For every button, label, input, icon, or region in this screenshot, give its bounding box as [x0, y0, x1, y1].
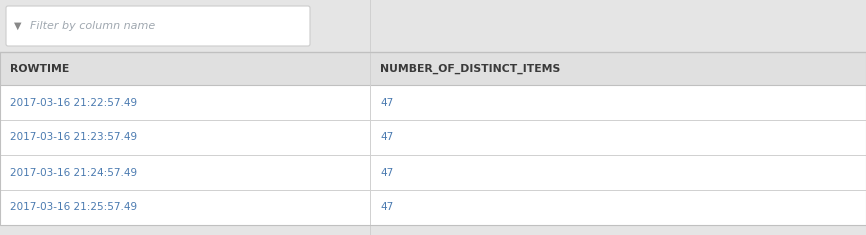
Text: NUMBER_OF_DISTINCT_ITEMS: NUMBER_OF_DISTINCT_ITEMS [380, 63, 560, 74]
Text: 2017-03-16 21:25:57.49: 2017-03-16 21:25:57.49 [10, 203, 137, 212]
Text: Filter by column name: Filter by column name [30, 21, 155, 31]
Text: ROWTIME: ROWTIME [10, 63, 69, 74]
Text: 47: 47 [380, 133, 393, 142]
Text: ▼: ▼ [14, 21, 22, 31]
Text: 47: 47 [380, 98, 393, 107]
Bar [0, 190, 866, 225]
Bar [0, 0, 866, 52]
Text: 47: 47 [380, 203, 393, 212]
Bar [0, 155, 866, 190]
Text: 47: 47 [380, 168, 393, 177]
Text: 2017-03-16 21:24:57.49: 2017-03-16 21:24:57.49 [10, 168, 137, 177]
Bar [0, 85, 866, 120]
Bar [0, 52, 866, 225]
Text: 2017-03-16 21:22:57.49: 2017-03-16 21:22:57.49 [10, 98, 137, 107]
FancyBboxPatch shape [6, 6, 310, 46]
Text: 2017-03-16 21:23:57.49: 2017-03-16 21:23:57.49 [10, 133, 137, 142]
Bar [0, 120, 866, 155]
Bar [0, 52, 866, 85]
